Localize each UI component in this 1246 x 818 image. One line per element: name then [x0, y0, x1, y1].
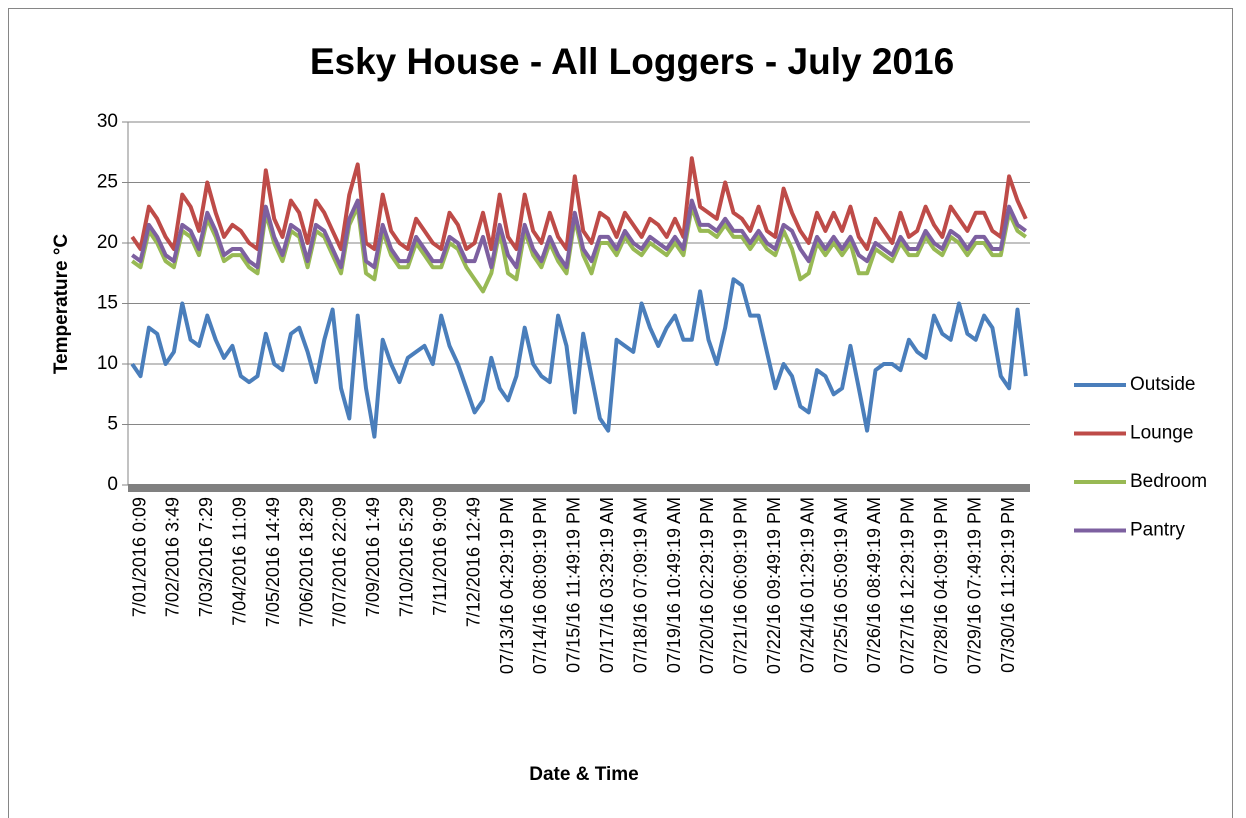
x-tick-label: 7/10/2016 5:29	[397, 497, 417, 617]
series-line	[131, 198, 1027, 270]
legend-label: Outside	[1130, 374, 1195, 395]
x-tick-label: 07/28/16 04:09:19 PM	[931, 497, 951, 674]
y-tick-label: 10	[97, 353, 118, 374]
x-axis	[128, 484, 1030, 492]
x-tick-label: 7/04/2016 11:09	[230, 497, 250, 626]
y-tick-label: 30	[97, 111, 118, 132]
legend-label: Pantry	[1130, 520, 1185, 541]
x-tick-label: 07/20/16 02:29:19 PM	[697, 497, 717, 674]
x-tick-label: 7/06/2016 18:29	[296, 497, 316, 627]
x-tick-label: 07/21/16 06:09:19 PM	[731, 497, 751, 674]
x-tick-label: 07/13/16 04:29:19 PM	[497, 497, 517, 674]
x-tick-label: 07/19/16 10:49:19 AM	[664, 497, 684, 673]
y-axis-title: Temperature °C	[51, 234, 72, 375]
x-tick-label: 07/27/16 12:29:19 PM	[898, 497, 918, 674]
x-tick-label: 07/18/16 07:09:19 AM	[630, 497, 650, 673]
x-tick-label: 7/03/2016 7:29	[196, 497, 216, 617]
x-axis-title: Date & Time	[529, 764, 638, 785]
series-line	[130, 277, 1028, 439]
x-tick-label: 07/26/16 08:49:19 AM	[864, 497, 884, 673]
chart-frame	[8, 8, 1233, 818]
x-tick-label: 7/02/2016 3:49	[163, 497, 183, 617]
x-tick-label: 07/24/16 01:29:19 AM	[797, 497, 817, 673]
x-tick-label: 7/05/2016 14:49	[263, 497, 283, 627]
y-tick-label: 25	[97, 172, 118, 193]
x-tick-label: 7/12/2016 12:49	[463, 497, 483, 627]
x-tick-label: 7/09/2016 1:49	[363, 497, 383, 617]
chart-title: Esky House - All Loggers - July 2016	[310, 41, 954, 82]
x-tick-label: 07/17/16 03:29:19 AM	[597, 497, 617, 673]
series-line	[130, 156, 1028, 251]
y-tick-label: 15	[97, 293, 118, 314]
x-tick-label: 07/14/16 08:09:19 PM	[530, 497, 550, 674]
y-tick-label: 5	[107, 414, 118, 435]
legend-label: Lounge	[1130, 423, 1193, 444]
y-tick-label: 0	[107, 474, 118, 495]
x-tick-label: 07/29/16 07:49:19 PM	[964, 497, 984, 674]
y-tick-label: 20	[97, 232, 118, 253]
x-tick-label: 07/15/16 11:49:19 PM	[564, 497, 584, 673]
legend-label: Bedroom	[1130, 471, 1207, 492]
x-tick-label: 7/01/2016 0:09	[129, 497, 149, 617]
x-tick-label: 07/30/16 11:29:19 PM	[998, 497, 1018, 673]
x-tick-label: 07/22/16 09:49:19 PM	[764, 497, 784, 674]
x-tick-label: 07/25/16 05:09:19 AM	[831, 497, 851, 673]
x-tick-label: 7/11/2016 9:09	[430, 497, 450, 616]
x-tick-label: 7/07/2016 22:09	[330, 497, 350, 627]
